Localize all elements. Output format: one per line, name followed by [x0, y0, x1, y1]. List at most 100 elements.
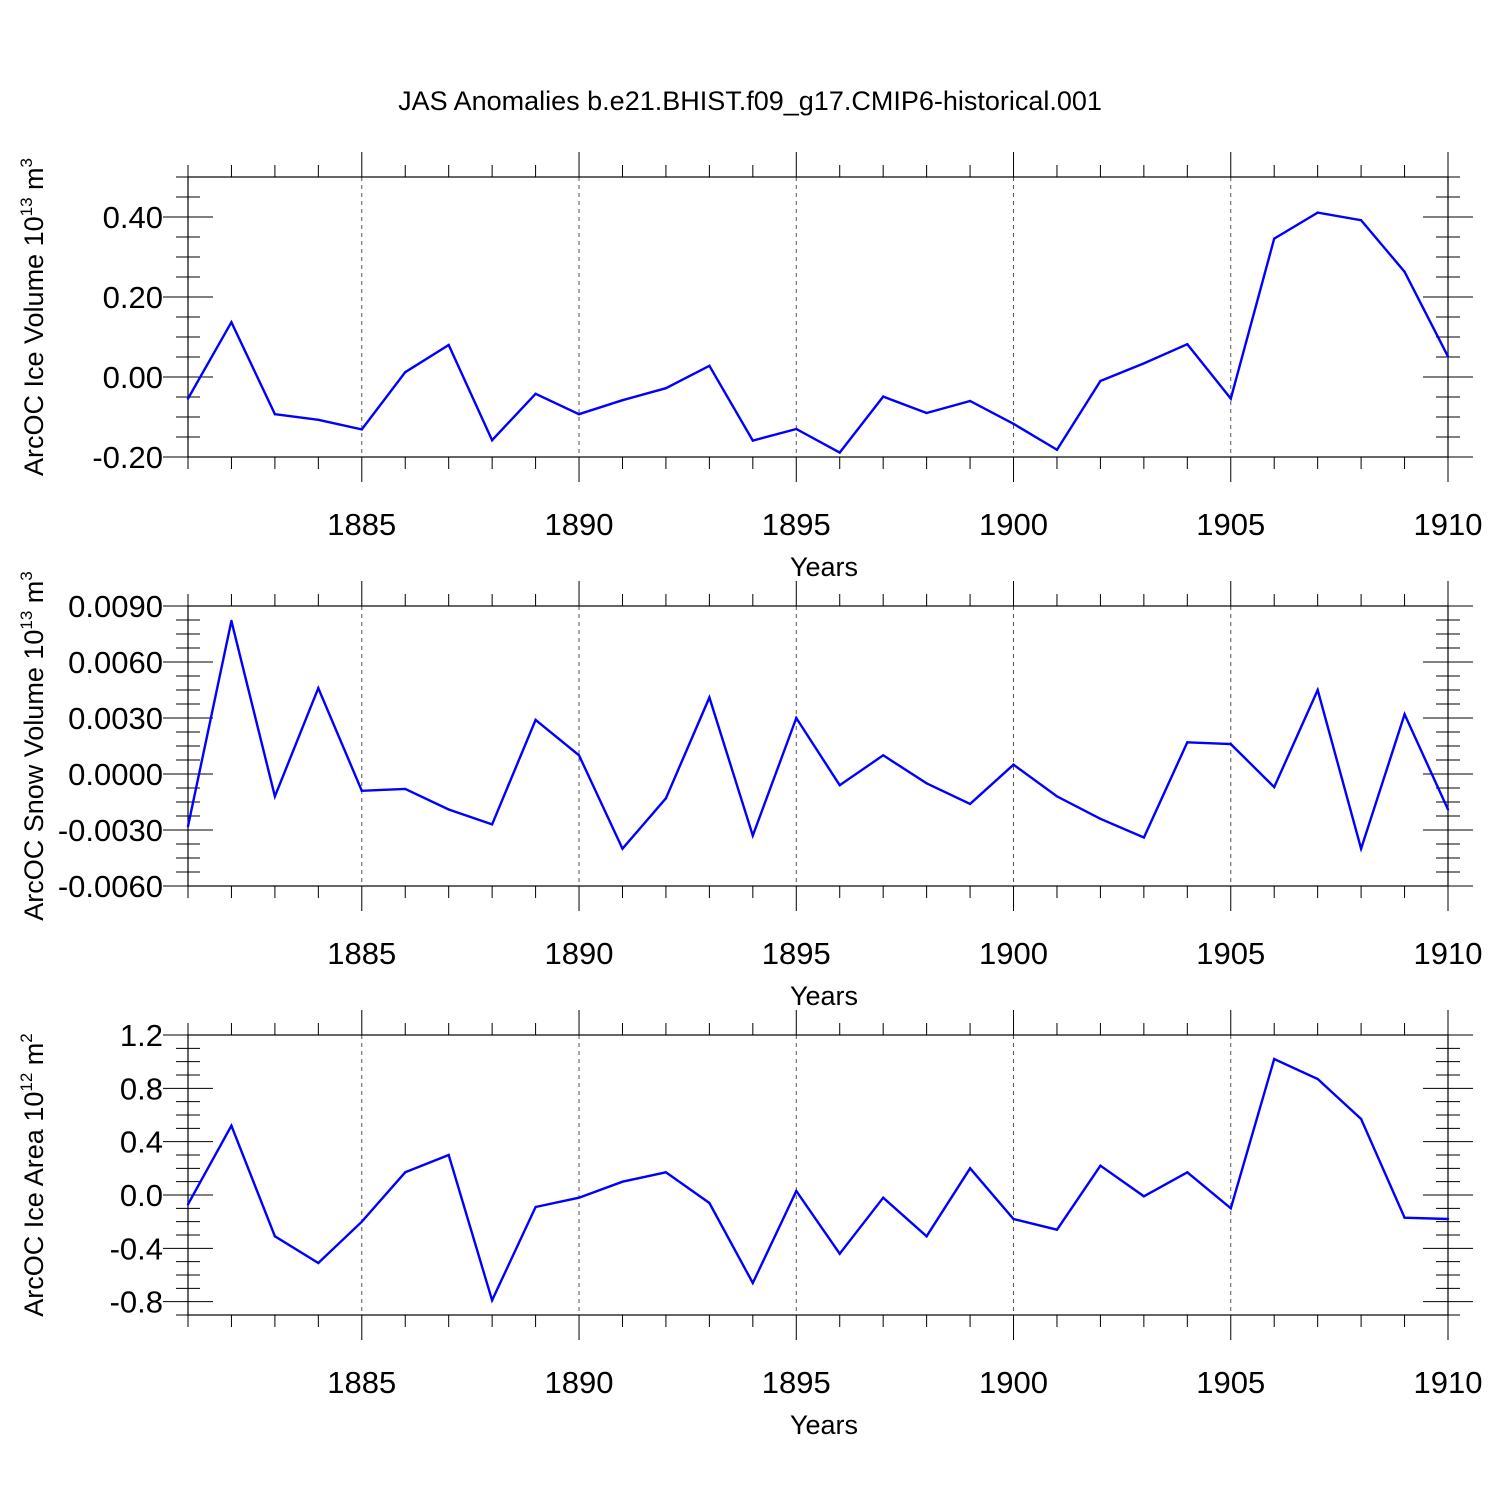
data-point	[577, 1196, 581, 1199]
x-axis-label: Years	[790, 552, 858, 582]
x-tick-label: 1900	[979, 936, 1048, 971]
data-point	[1012, 763, 1015, 766]
x-tick-label: 1905	[1196, 1365, 1265, 1400]
data-point	[360, 1220, 363, 1223]
data-point	[1099, 1164, 1102, 1167]
data-point	[404, 1171, 407, 1174]
x-tick-label: 1890	[545, 507, 614, 542]
data-point	[1446, 1217, 1450, 1221]
y-tick-label: -0.0060	[58, 869, 163, 904]
x-tick-label: 1890	[545, 936, 614, 971]
data-point	[186, 397, 190, 400]
y-tick-label: 0.0090	[68, 589, 163, 624]
data-point	[1229, 1207, 1232, 1210]
y-tick-label: 0.0030	[68, 701, 163, 736]
x-tick-label: 1890	[545, 1365, 614, 1400]
data-point	[317, 686, 320, 690]
panels: -0.20 0.00 0.20 0.40 1885 1890 1895 1900 1905 191…	[17, 152, 1482, 1440]
data-point	[317, 418, 320, 421]
data-point	[881, 754, 885, 757]
data-point	[1099, 817, 1102, 820]
data-point	[534, 1205, 537, 1209]
series-line	[186, 211, 1450, 455]
data-point	[1403, 713, 1406, 716]
data-point	[490, 823, 494, 826]
data-point	[1186, 741, 1189, 744]
y-tick-label: 0.0000	[68, 757, 163, 792]
x-tick-label: 1910	[1414, 936, 1483, 971]
data-point	[1316, 1077, 1319, 1081]
data-point	[1273, 1057, 1276, 1061]
x-axis-label: Years	[790, 1410, 858, 1440]
data-point	[186, 825, 190, 828]
x-tick-label: 1900	[979, 507, 1048, 542]
x-tick-label: 1895	[762, 1365, 831, 1400]
data-point	[1055, 448, 1059, 451]
y-tick-label: 1.2	[120, 1018, 163, 1053]
data-point	[1055, 1228, 1059, 1231]
data-point	[621, 847, 624, 850]
data-point	[490, 1299, 494, 1302]
data-point	[230, 1124, 233, 1127]
data-point	[1359, 1117, 1363, 1121]
x-tick-label: 1885	[327, 936, 396, 971]
data-point	[273, 413, 277, 416]
chart-panel-2: -0.0060 -0.0030 0.0000 0.0030 0.0060 0.0090 18…	[17, 571, 1482, 1011]
data-point	[751, 439, 755, 442]
data-point	[273, 1235, 277, 1238]
x-tick-label: 1885	[327, 1365, 396, 1400]
data-point	[1403, 1216, 1406, 1219]
data-point	[881, 1196, 885, 1199]
plot-frame	[187, 1034, 1449, 1316]
data-point	[968, 1167, 972, 1170]
data-point	[1446, 808, 1450, 811]
data-point	[925, 782, 928, 785]
y-tick-label: 0.40	[103, 200, 163, 235]
data-point	[795, 716, 798, 720]
data-point	[447, 808, 450, 811]
data-point	[925, 1235, 928, 1238]
y-tick-label: 0.00	[103, 360, 163, 395]
data-point	[838, 1252, 841, 1255]
data-point	[838, 784, 841, 787]
data-point	[534, 718, 537, 722]
data-point	[1186, 1171, 1189, 1174]
x-tick-label: 1905	[1196, 507, 1265, 542]
data-point	[621, 399, 624, 402]
figure-title: JAS Anomalies b.e21.BHIST.f09_g17.CMIP6-…	[398, 86, 1102, 116]
series-line	[186, 1057, 1449, 1304]
data-point	[1142, 836, 1146, 839]
x-tick-label: 1900	[979, 1365, 1048, 1400]
data-point	[751, 1281, 755, 1285]
data-point	[925, 411, 928, 415]
y-axis-label: ArcOC Ice Volume 1013 m3	[17, 158, 49, 476]
data-point	[1099, 379, 1102, 383]
y-axis-label: ArcOC Ice Area 1012 m2	[17, 1033, 49, 1317]
data-point	[968, 802, 972, 806]
data-point	[708, 1201, 711, 1205]
y-tick-label: -0.4	[110, 1231, 163, 1266]
data-point	[1012, 1217, 1015, 1221]
data-point	[577, 754, 581, 757]
data-point	[447, 343, 450, 347]
data-point	[230, 321, 233, 324]
data-point	[490, 439, 494, 442]
data-point	[186, 1203, 190, 1206]
y-tick-label: 0.4	[120, 1125, 163, 1160]
x-tick-label: 1885	[327, 507, 396, 542]
data-point	[273, 795, 277, 798]
y-tick-label: -0.20	[92, 440, 163, 475]
data-point	[1403, 270, 1406, 273]
data-point	[447, 1153, 450, 1157]
data-point	[1229, 397, 1232, 400]
data-point	[1446, 355, 1450, 358]
data-point	[838, 451, 841, 454]
data-point	[1316, 211, 1319, 214]
data-point	[1273, 237, 1276, 240]
data-point	[1142, 362, 1146, 365]
x-axis-label: Years	[790, 981, 858, 1011]
data-point	[404, 371, 407, 374]
data-point	[968, 399, 972, 403]
data-point	[708, 364, 711, 367]
